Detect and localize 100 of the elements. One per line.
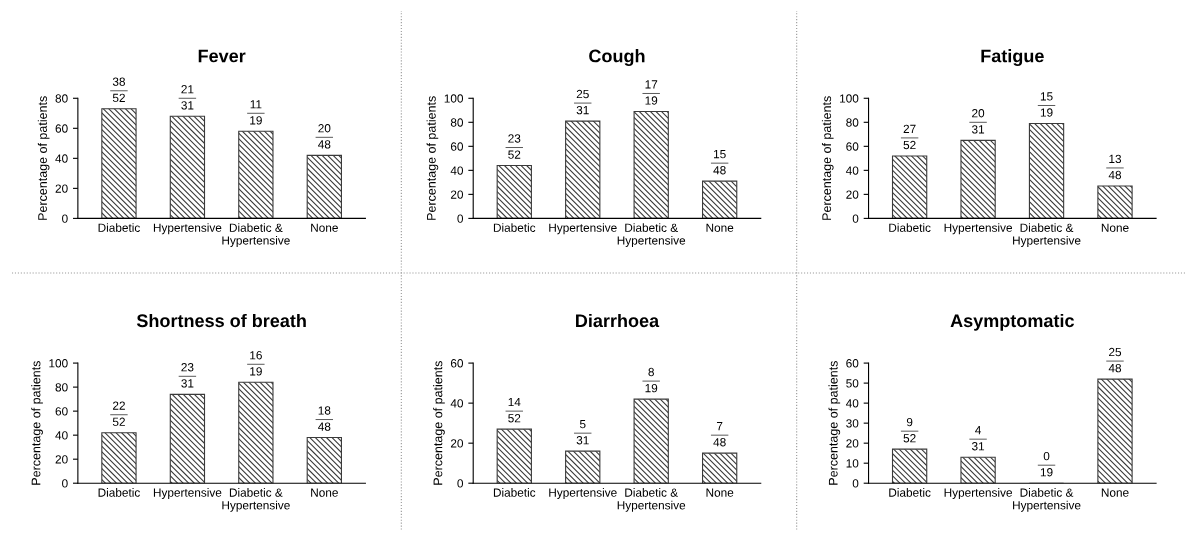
- y-tick-label: 50: [846, 379, 859, 388]
- y-tick-label: 40: [845, 399, 859, 408]
- annotation: 18 48: [318, 406, 331, 431]
- annotation: 7 48: [713, 422, 726, 447]
- bar: [169, 115, 206, 219]
- y-tick-label: 20: [846, 439, 859, 448]
- annotation: 20 31: [971, 109, 985, 134]
- annotation: 8 19: [645, 367, 658, 393]
- y-tick-label: 10: [846, 459, 859, 468]
- bar: [565, 450, 601, 484]
- x-tick-label: Diabetic: [98, 488, 140, 497]
- y-tick-label: 60: [450, 142, 464, 151]
- annotation: 25 48: [1108, 347, 1122, 373]
- chart-title: Cough: [589, 49, 645, 66]
- bar: [891, 448, 928, 484]
- bar: [701, 180, 738, 219]
- chart-title: Fatigue: [981, 49, 1044, 66]
- x-tick-label: Hypertensive: [944, 488, 1013, 500]
- y-tick-label: 0: [457, 214, 464, 223]
- x-tick-label: Hypertensive: [549, 488, 617, 500]
- x-tick-label: None: [706, 223, 734, 232]
- chart-title: Asymptomatic: [950, 313, 1074, 331]
- y-tick-label: 0: [852, 479, 859, 488]
- annotation: 22 52: [112, 401, 125, 426]
- y-tick-label: 60: [846, 359, 859, 368]
- chart-title: Fever: [198, 49, 246, 63]
- annotation: 5 31: [576, 420, 589, 445]
- x-tick-label: Diabetic & Hypertensive: [1013, 223, 1081, 247]
- y-tick-label: 40: [55, 431, 68, 440]
- annotation: 27 52: [903, 124, 916, 150]
- bar: [496, 164, 532, 219]
- y-tick-label: 20: [55, 455, 68, 464]
- x-tick-label: Hypertensive: [549, 223, 617, 235]
- y-tick-label: 0: [62, 214, 68, 223]
- annotation: 17 19: [645, 80, 658, 105]
- y-tick-label: 30: [846, 419, 859, 428]
- y-tick-label: 0: [457, 479, 464, 488]
- y-tick-label: 80: [55, 94, 68, 103]
- y-tick-label: 40: [55, 154, 68, 163]
- bar: [238, 381, 274, 484]
- y-axis-title: Percentage of patients: [828, 361, 841, 485]
- bar: [891, 155, 928, 219]
- annotation: 20 48: [318, 124, 331, 149]
- annotation: 11 19: [250, 100, 262, 125]
- x-tick-label: None: [311, 488, 338, 497]
- y-tick-label: 100: [49, 359, 68, 368]
- y-tick-label: 40: [845, 166, 859, 175]
- y-tick-label: 0: [62, 479, 68, 488]
- bar: [496, 428, 532, 484]
- x-tick-label: Diabetic & Hypertensive: [617, 488, 686, 512]
- bar: [1097, 378, 1133, 484]
- y-tick-label: 40: [450, 399, 464, 408]
- x-tick-label: Hypertensive: [153, 223, 222, 235]
- y-tick-label: 20: [450, 190, 464, 199]
- annotation: 38 52: [112, 77, 125, 103]
- annotation: 0 19: [1040, 451, 1053, 477]
- annotation: 23 52: [508, 134, 521, 159]
- bar: [238, 130, 274, 219]
- annotation: 13 48: [1108, 154, 1122, 180]
- annotation: 15 48: [713, 150, 726, 175]
- bar: [101, 108, 137, 219]
- bar: [960, 139, 996, 219]
- annotation: 25 31: [576, 89, 589, 115]
- x-tick-label: Hypertensive: [153, 488, 222, 500]
- bar: [701, 452, 738, 484]
- chart-title: Diarrhoea: [576, 313, 660, 328]
- y-tick-label: 20: [450, 439, 464, 448]
- bar: [633, 110, 669, 219]
- x-tick-label: Diabetic: [98, 223, 140, 232]
- x-tick-label: None: [706, 488, 734, 497]
- y-tick-label: 60: [846, 142, 859, 151]
- y-axis-title: Percentage of patients: [31, 361, 43, 485]
- annotation: 4 31: [971, 426, 985, 451]
- annotation: 14 52: [508, 398, 521, 423]
- y-tick-label: 60: [55, 124, 68, 133]
- bar: [306, 154, 342, 219]
- bar: [960, 456, 996, 484]
- bar: [1097, 185, 1133, 219]
- y-tick-label: 100: [444, 94, 464, 103]
- x-tick-label: Diabetic: [889, 488, 931, 497]
- bar: [1028, 122, 1065, 219]
- x-tick-label: Diabetic & Hypertensive: [1013, 488, 1081, 512]
- annotation: 16 19: [250, 351, 262, 376]
- bar: [101, 432, 137, 484]
- x-tick-label: Diabetic & Hypertensive: [617, 223, 686, 247]
- y-axis-title: Percentage of patients: [821, 96, 834, 220]
- x-tick-label: None: [1101, 223, 1129, 232]
- y-axis-title: Percentage of patients: [426, 96, 439, 220]
- y-axis-title: Percentage of patients: [433, 361, 445, 485]
- y-tick-label: 80: [55, 383, 68, 392]
- annotation: 15 19: [1040, 92, 1053, 117]
- x-tick-label: Hypertensive: [944, 223, 1013, 235]
- annotation: 21 31: [181, 85, 194, 110]
- bar: [306, 437, 342, 484]
- y-tick-label: 20: [55, 184, 68, 193]
- annotation: 9 52: [903, 417, 916, 443]
- x-tick-label: Diabetic & Hypertensive: [222, 223, 290, 247]
- bar: [633, 398, 669, 484]
- bar: [169, 393, 206, 484]
- annotation: 23 31: [181, 363, 194, 388]
